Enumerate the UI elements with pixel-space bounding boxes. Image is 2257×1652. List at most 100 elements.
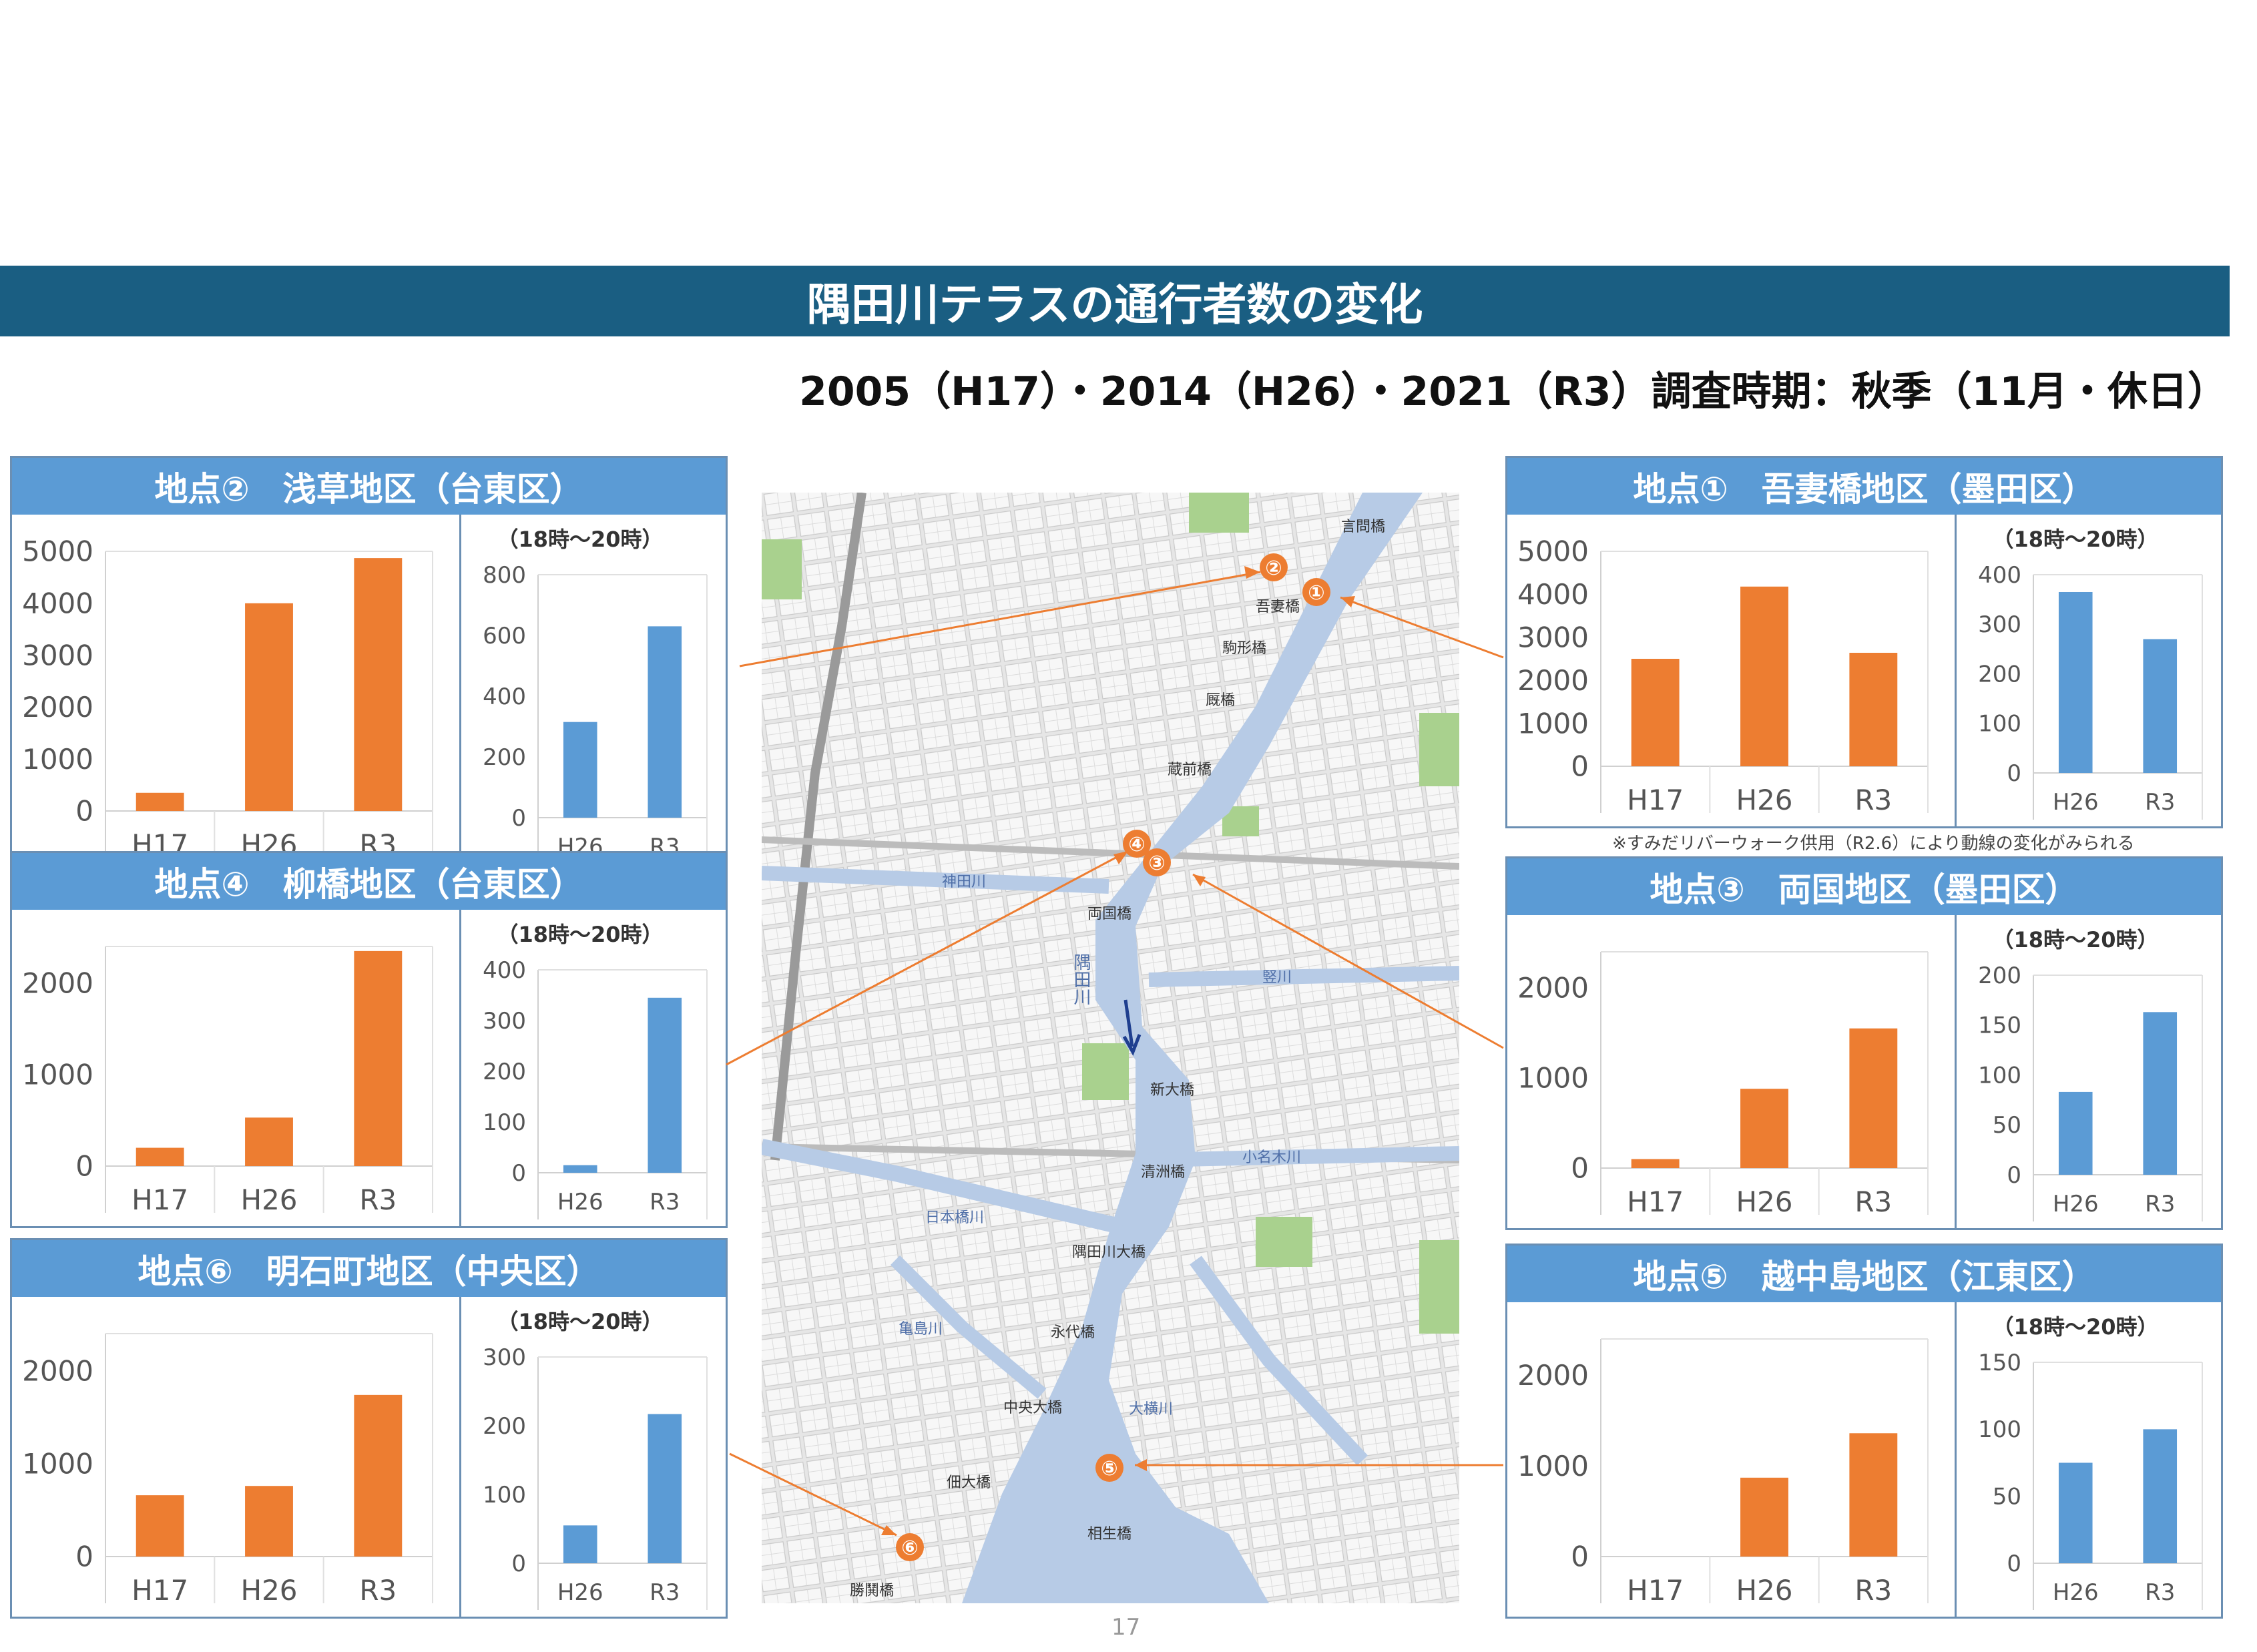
panel-header: 地点① 吾妻橋地区（墨田区） [1507,458,2221,515]
chart-day: 0 1000 2000 H17 H26 R3 [1507,1302,1955,1617]
x-tick-label: H17 [1627,784,1684,816]
panel-header: 地点③ 両国地区（墨田区） [1507,858,2221,915]
y-tick-label: 100 [483,1482,526,1508]
chart-svg: 0 1000 2000 H17 H26 R3 [1517,951,1929,1218]
map-label: 両国橋 [1087,906,1132,922]
park [1189,493,1249,533]
kamejima-river [890,1255,1047,1399]
chart-day: 0 1000 2000 3000 4000 5000 H17 H26 R3 [12,515,459,871]
x-tick-label: H17 [1627,1185,1684,1218]
onagi-river [1148,1146,1459,1167]
map-label: 中央大橋 [1003,1400,1062,1416]
y-tick-label: 4000 [22,587,93,620]
y-tick-label: 300 [483,1008,526,1035]
chart-subtitle: （18時～20時） [1992,527,2158,552]
y-tick-label: 1000 [22,1059,93,1091]
chart-svg: 0 1000 2000 H17 H26 R3 [1517,1338,1929,1607]
x-tick-label: R3 [2145,1191,2175,1217]
y-tick-label: 800 [483,562,526,589]
y-tick-label: 1000 [1517,1450,1589,1482]
bar-R3 [2143,639,2178,773]
chart-subtitle: （18時～20時） [497,527,663,552]
chart-svg: 0 1000 2000 H17 H26 R3 [22,946,433,1216]
y-tick-label: 200 [1978,661,2021,687]
x-tick-label: R3 [1854,1185,1892,1218]
map-label: 清洲橋 [1141,1164,1185,1181]
park [1256,1217,1312,1267]
bar-H17 [1631,659,1680,766]
bar-H17 [136,1147,184,1166]
panel-divider [459,1297,461,1617]
y-tick-label: 300 [483,1344,526,1371]
map-label: 竪川 [1262,969,1292,986]
chart-day: 0 1000 2000 H17 H26 R3 [12,1297,459,1617]
map-svg: 隅田川 言問橋 吾妻橋 駒形橋 厩橋 蔵前橋 神田川 両国橋 竪川 新大橋 清洲… [762,493,1459,1603]
panel-divider [1955,515,1957,826]
park [1082,1043,1129,1100]
y-tick-label: 150 [1978,1350,2021,1376]
map-label: 吾妻橋 [1256,599,1300,615]
y-tick-label: 2000 [1517,1359,1589,1392]
panel-divider [1955,1302,1957,1617]
map-label: 永代橋 [1051,1324,1095,1341]
y-tick-label: 2000 [22,1354,93,1387]
y-tick-label: 100 [483,1109,526,1136]
x-tick-label: H17 [132,1183,188,1216]
chart-night: （18時～20時） 0 50 100 150 H26 R3 [1957,1302,2221,1617]
bar-R3 [354,558,403,811]
x-tick-label: R3 [1854,784,1892,816]
chart-subtitle: （18時～20時） [497,1309,663,1334]
x-tick-label: R3 [359,1574,397,1607]
panel-header: 地点② 浅草地区（台東区） [12,458,726,515]
y-tick-label: 2000 [1517,972,1589,1005]
chart-subtitle: （18時～20時） [497,922,663,947]
map-label: 隅田川大橋 [1072,1244,1146,1261]
y-tick-label: 300 [1978,611,2021,638]
bar-H26 [1740,1477,1788,1557]
y-tick-label: 400 [483,957,526,984]
x-tick-label: R3 [650,1189,680,1215]
page-title: 隅田川テラスの通行者数の変化 [0,266,2230,336]
bar-H26 [563,722,597,818]
footnote: ※すみだリバーウォーク供用（R2.6）により動線の変化がみられる [1612,834,2135,854]
panel-header: 地点⑤ 越中島地区（江東区） [1507,1246,2221,1302]
bar-H26 [1740,586,1788,766]
x-tick-label: H26 [2053,789,2099,816]
y-tick-label: 2000 [1517,664,1589,697]
x-tick-label: H26 [1736,1574,1792,1607]
panel-point-4: 地点④ 柳橋地区（台東区） 0 1000 2000 H17 H26 R3 （18時～20時… [10,851,728,1228]
map-label: 日本橋川 [925,1209,984,1226]
chart-night: （18時～20時） 0 200 400 600 800 H26 R3 [461,515,726,871]
chart-night: （18時～20時） 0 100 200 300 H26 R3 [461,1297,726,1617]
map-label: 神田川 [942,874,986,890]
chart-night: （18時～20時） 0 100 200 300 400 H26 R3 [461,910,726,1226]
park [1419,713,1459,786]
panel-divider [459,515,461,871]
y-tick-label: 1000 [1517,1062,1589,1095]
y-tick-label: 50 [1993,1484,2021,1510]
panel-header: 地点④ 柳橋地区（台東区） [12,853,726,910]
y-tick-label: 0 [75,795,93,828]
y-tick-label: 200 [1978,962,2021,989]
chart-day: 0 1000 2000 H17 H26 R3 [12,910,459,1226]
chart-svg: （18時～20時） 0 100 200 300 400 H26 R3 [1978,527,2203,820]
y-tick-label: 2000 [22,691,93,724]
bar-H26 [563,1525,597,1563]
y-tick-label: 3000 [1517,621,1589,654]
park [762,539,802,599]
y-tick-label: 1000 [22,743,93,776]
y-tick-label: 0 [511,805,526,832]
map-label: 小名木川 [1242,1149,1301,1166]
panel-point-3: 地点③ 両国地区（墨田区） 0 1000 2000 H17 H26 R3 （18時～20時… [1505,856,2223,1230]
survey-period-subtitle: 2005（H17）・2014（H26）・2021（R3）調査時期：秋季（11月・… [799,368,2228,415]
chart-day: 0 1000 2000 H17 H26 R3 [1507,915,1955,1228]
bar-R3 [2143,1429,2178,1563]
y-tick-label: 4000 [1517,578,1589,611]
chart-svg: （18時～20時） 0 100 200 300 400 H26 R3 [483,922,708,1219]
bar-R3 [354,1394,403,1557]
bar-H26 [2058,591,2093,773]
map-label: 佃大橋 [947,1474,991,1491]
map-label: 厩橋 [1206,692,1235,709]
x-tick-label: H26 [2053,1579,2099,1606]
